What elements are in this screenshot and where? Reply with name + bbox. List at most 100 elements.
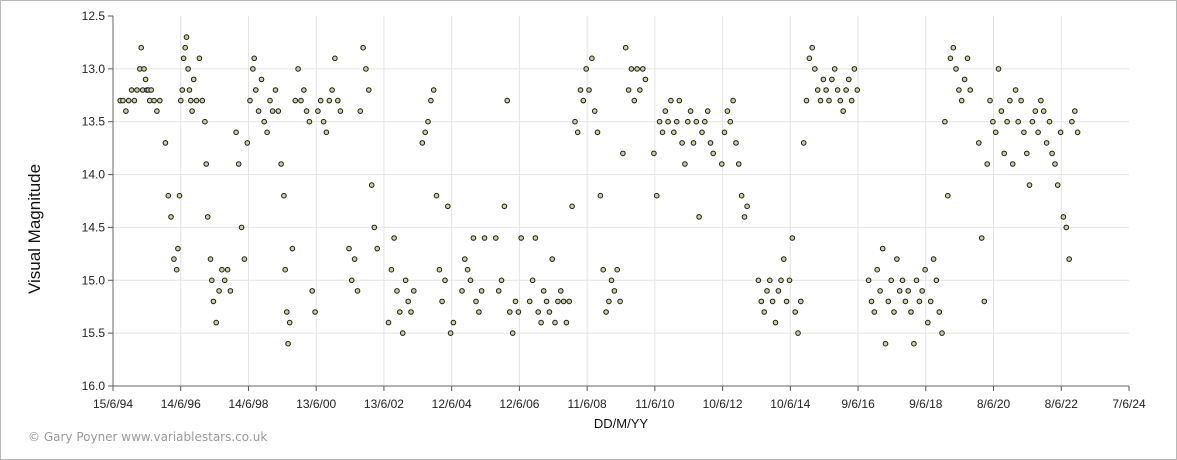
- data-point: [251, 55, 257, 62]
- data-point: [298, 97, 304, 104]
- data-point: [882, 340, 889, 347]
- data-point: [1004, 118, 1010, 125]
- data-point: [1040, 108, 1047, 114]
- data-point: [814, 87, 821, 93]
- data-point: [792, 309, 799, 315]
- y-tick-label: 15.0: [82, 273, 106, 287]
- x-tick-label: 15/6/94: [93, 397, 133, 411]
- data-point: [285, 340, 291, 347]
- data-point: [1009, 161, 1016, 167]
- x-tick-label: 14/6/96: [161, 397, 201, 411]
- x-tick-label: 13/6/02: [364, 397, 404, 411]
- data-point: [586, 87, 592, 93]
- data-point: [758, 298, 765, 305]
- data-point: [309, 288, 316, 294]
- data-point: [628, 66, 635, 72]
- data-point: [1029, 118, 1036, 125]
- data-point: [1024, 150, 1030, 157]
- data-point: [439, 298, 445, 305]
- data-point: [151, 97, 157, 104]
- data-point: [255, 108, 262, 114]
- data-point: [831, 66, 838, 72]
- data-point: [679, 140, 685, 146]
- data-point: [981, 298, 988, 305]
- data-point: [301, 87, 307, 93]
- data-point: [546, 309, 553, 315]
- data-point: [634, 66, 640, 72]
- data-point: [267, 97, 273, 104]
- data-point: [1026, 182, 1033, 188]
- data-point: [820, 76, 827, 83]
- data-point: [778, 277, 784, 284]
- data-point: [704, 108, 711, 114]
- data-point: [476, 309, 482, 315]
- data-point: [495, 288, 502, 294]
- data-point: [269, 108, 276, 114]
- data-point: [637, 87, 643, 93]
- data-point: [995, 66, 1002, 72]
- x-tick-label: 10/6/14: [770, 397, 810, 411]
- data-point: [826, 97, 832, 104]
- data-point: [207, 256, 214, 262]
- y-tick-label: 16.0: [82, 379, 106, 393]
- data-point: [1032, 108, 1039, 114]
- data-point: [272, 87, 279, 93]
- data-point: [919, 288, 926, 294]
- data-point: [583, 66, 590, 72]
- data-point: [227, 288, 234, 294]
- data-point: [840, 108, 847, 114]
- data-point: [216, 288, 222, 294]
- data-point: [335, 97, 341, 104]
- data-point: [631, 97, 638, 104]
- data-point: [185, 66, 191, 72]
- data-point: [781, 256, 787, 262]
- data-point: [289, 245, 296, 252]
- data-point: [1057, 129, 1064, 136]
- data-point: [769, 298, 776, 305]
- data-point: [391, 235, 397, 241]
- data-point: [209, 277, 215, 284]
- data-point: [942, 118, 948, 125]
- data-point: [433, 192, 440, 199]
- data-point: [509, 330, 516, 336]
- data-point: [1007, 97, 1013, 104]
- data-point: [235, 161, 242, 167]
- data-point: [1043, 140, 1050, 146]
- data-point: [175, 245, 181, 252]
- data-point: [851, 66, 858, 72]
- data-point: [735, 161, 742, 167]
- data-point: [203, 161, 209, 167]
- data-point: [1063, 224, 1070, 231]
- data-point: [186, 87, 193, 93]
- data-point: [348, 277, 355, 284]
- data-point: [346, 245, 352, 252]
- data-point: [512, 298, 519, 305]
- data-point: [323, 129, 330, 136]
- data-point: [162, 140, 169, 146]
- data-point: [868, 298, 875, 305]
- data-point: [374, 245, 381, 252]
- data-point: [577, 87, 584, 93]
- data-point: [368, 182, 375, 188]
- data-point: [958, 97, 965, 104]
- data-point: [879, 245, 886, 252]
- data-point: [538, 319, 544, 326]
- data-point: [275, 108, 282, 114]
- data-point: [247, 97, 253, 104]
- data-point: [617, 298, 623, 305]
- data-point: [250, 66, 256, 72]
- data-point: [213, 319, 219, 326]
- data-point: [507, 309, 513, 315]
- data-point: [142, 76, 149, 83]
- data-point: [727, 118, 734, 125]
- data-point: [1015, 118, 1022, 125]
- data-point: [320, 118, 327, 125]
- data-point: [459, 288, 465, 294]
- data-point: [829, 76, 835, 83]
- data-point: [594, 129, 601, 136]
- data-point: [171, 256, 177, 262]
- data-point: [939, 330, 945, 336]
- data-point: [1072, 108, 1078, 114]
- data-point: [1012, 87, 1019, 93]
